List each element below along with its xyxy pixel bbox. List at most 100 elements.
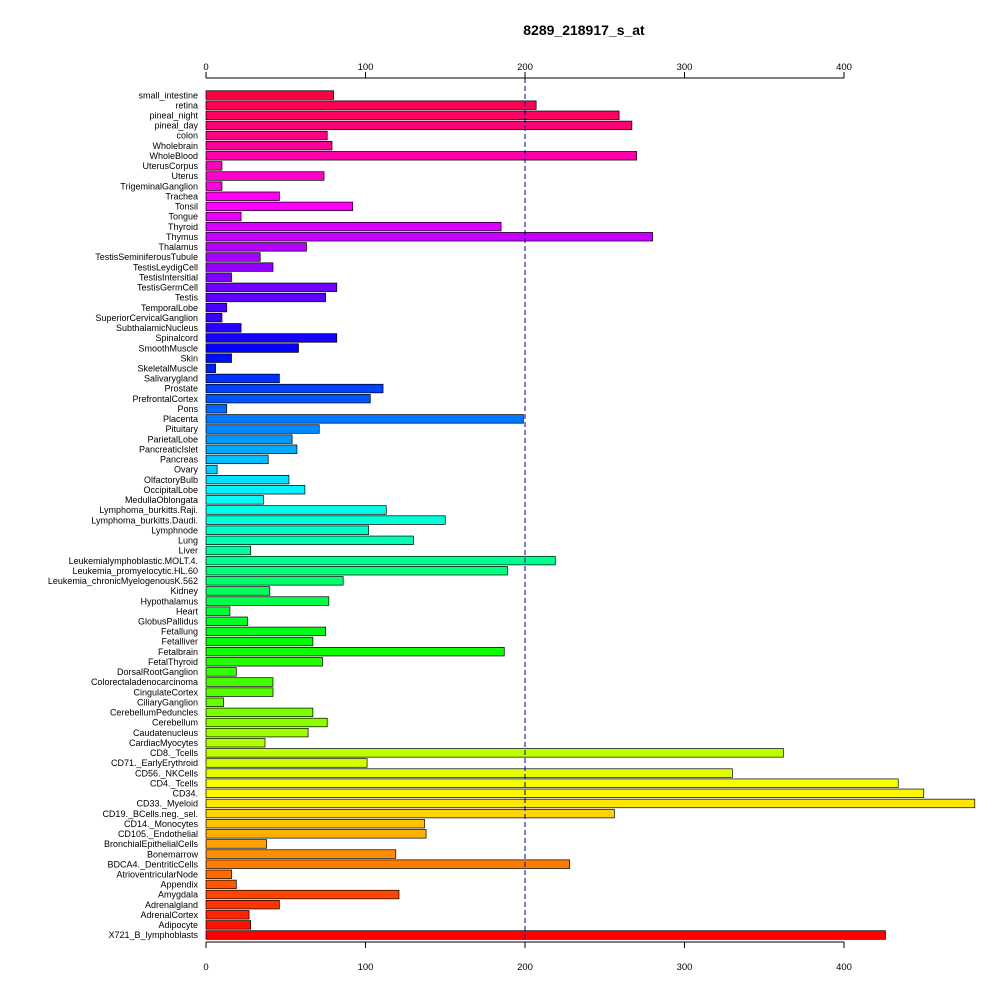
bar-17 — [205, 262, 274, 272]
category-label-81: AdrenalCortex — [140, 910, 198, 920]
bar-48 — [205, 576, 344, 586]
bar-56 — [205, 657, 323, 667]
x-tick-label-bottom-300: 300 — [677, 962, 693, 973]
category-label-62: Cerebellum — [152, 718, 198, 728]
category-label-10: Trachea — [165, 191, 198, 201]
bar-8 — [205, 171, 325, 181]
bar-33 — [205, 424, 320, 434]
category-label-52: GlobusPallidus — [138, 617, 199, 627]
category-label-79: Amygdala — [158, 890, 198, 900]
category-label-12: Tongue — [168, 212, 198, 222]
category-label-70: CD33._Myeloid — [136, 799, 198, 809]
category-label-82: Adipocyte — [158, 920, 198, 930]
bar-20 — [205, 292, 326, 303]
category-label-9: TrigeminalGanglion — [120, 181, 198, 191]
category-label-59: CingulateCortex — [133, 687, 198, 697]
bar-76 — [205, 859, 571, 869]
category-label-68: CD4._Tcells — [150, 778, 199, 788]
bar-81 — [205, 910, 250, 920]
category-label-51: Heart — [176, 606, 199, 616]
chart-title: 8289_218917_s_at — [523, 22, 645, 38]
bar-40 — [205, 495, 264, 505]
category-label-3: pineal_day — [154, 121, 198, 131]
bar-41 — [205, 505, 387, 515]
category-label-49: Kidney — [170, 586, 198, 596]
bar-42 — [205, 515, 446, 525]
category-label-42: Lymphoma_burkitts.Daudi. — [91, 515, 198, 525]
category-label-50: Hypothalamus — [140, 596, 198, 606]
category-label-6: WholeBlood — [149, 151, 198, 161]
category-label-13: Thyroid — [168, 222, 198, 232]
category-label-21: TemporalLobe — [141, 303, 198, 313]
bar-27 — [205, 363, 216, 373]
category-label-64: CardiacMyocytes — [129, 738, 199, 748]
x-tick-label-bottom-400: 400 — [836, 962, 852, 973]
bar-55 — [205, 647, 505, 657]
category-label-29: Prostate — [164, 384, 198, 394]
category-label-39: OccipitalLobe — [143, 485, 198, 495]
bar-60 — [205, 697, 224, 707]
category-label-53: Fetallung — [161, 627, 198, 637]
x-tick-label-bottom-200: 200 — [517, 962, 533, 973]
category-label-73: CD105._Endothelial — [118, 829, 198, 839]
x-axis-bottom: 0 100 200 300 400 — [203, 941, 852, 973]
bar-47 — [205, 566, 508, 576]
bar-25 — [205, 343, 299, 353]
category-label-76: BDCA4._DentriticCells — [107, 859, 198, 869]
bar-3 — [205, 120, 633, 131]
bar-59 — [205, 687, 274, 697]
bar-49 — [205, 586, 271, 596]
bar-37 — [205, 464, 218, 475]
category-label-58: Colorectaladenocarcinoma — [91, 677, 198, 687]
category-label-54: Fetalliver — [161, 637, 198, 647]
category-label-71: CD19._BCells.neg._sel. — [102, 809, 198, 819]
bar-19 — [205, 282, 338, 292]
bar-24 — [205, 333, 338, 343]
bar-34 — [205, 434, 293, 444]
category-label-46: Leukemialymphoblastic.MOLT.4. — [69, 556, 198, 566]
bar-9 — [205, 181, 223, 191]
category-label-66: CD71._EarlyErythroid — [111, 758, 198, 768]
category-label-63: Caudatenucleus — [133, 728, 199, 738]
bar-66 — [205, 758, 368, 768]
bar-62 — [205, 717, 328, 728]
x-tick-label-top-400: 400 — [836, 62, 852, 73]
bar-5 — [205, 141, 333, 151]
bar-79 — [205, 889, 400, 900]
bar-4 — [205, 130, 328, 141]
category-label-67: CD56._NKCells — [135, 768, 199, 778]
category-label-17: TestisLeydigCell — [133, 262, 198, 272]
bar-64 — [205, 738, 266, 748]
category-label-22: SuperiorCervicalGanglion — [95, 313, 198, 323]
bar-15 — [205, 242, 307, 252]
category-label-75: Bonemarrow — [147, 849, 199, 859]
category-label-37: Ovary — [174, 465, 199, 475]
category-label-78: Appendix — [160, 880, 198, 890]
category-label-7: UterusCorpus — [142, 161, 198, 171]
category-label-34: ParietalLobe — [147, 434, 198, 444]
category-label-0: small_intestine — [138, 90, 198, 100]
category-label-2: pineal_night — [149, 111, 198, 121]
bar-30 — [205, 394, 371, 404]
bar-67 — [205, 768, 733, 778]
bar-7 — [205, 161, 223, 171]
bar-73 — [205, 829, 427, 839]
category-label-80: Adrenalgland — [145, 900, 198, 910]
bar-45 — [205, 545, 252, 556]
bar-70 — [205, 798, 976, 809]
x-tick-label-top-300: 300 — [677, 62, 693, 73]
bar-22 — [205, 313, 223, 323]
bar-65 — [205, 748, 784, 758]
bar-38 — [205, 474, 290, 485]
bar-71 — [205, 808, 615, 819]
bar-0 — [205, 90, 334, 100]
x-tick-label-bottom-100: 100 — [358, 962, 374, 973]
category-label-26: Skin — [180, 353, 198, 363]
bars-group — [205, 90, 976, 940]
category-label-33: Pituitary — [165, 424, 198, 434]
category-label-55: Fetalbrain — [158, 647, 198, 657]
bar-58 — [205, 677, 274, 687]
bar-11 — [205, 201, 354, 212]
category-label-18: TestisIntersitial — [139, 272, 198, 282]
